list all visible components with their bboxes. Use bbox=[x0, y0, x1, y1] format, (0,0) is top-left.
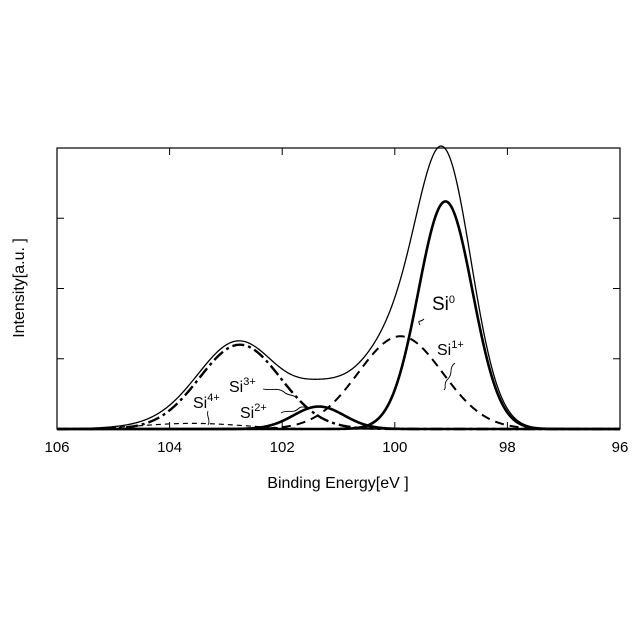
curve-si1plus bbox=[57, 336, 620, 429]
peak-labels: Si0 Si1+ Si2+ Si3+ Si4+ bbox=[193, 294, 464, 422]
x-tick-label: 98 bbox=[499, 439, 516, 456]
curves bbox=[57, 146, 620, 429]
x-tick-label: 100 bbox=[382, 439, 407, 456]
y-axis-title: Intensity[a.u. ] bbox=[11, 238, 28, 338]
x-tick-label: 106 bbox=[44, 439, 69, 456]
peak-label: Si4+ bbox=[193, 392, 220, 412]
x-axis-title: Binding Energy[eV ] bbox=[267, 475, 408, 492]
x-tick-label: 104 bbox=[157, 439, 182, 456]
plot-frame bbox=[57, 148, 620, 429]
peak-label: Si3+ bbox=[229, 376, 256, 396]
peak-label: Si1+ bbox=[437, 339, 464, 359]
leader-line bbox=[419, 319, 424, 325]
x-tick-labels: 106 104 102 100 98 96 bbox=[44, 439, 628, 456]
leader-line bbox=[208, 411, 209, 425]
x-tick-label: 96 bbox=[612, 439, 629, 456]
tick-marks bbox=[57, 148, 620, 429]
curve-si3plus bbox=[57, 345, 620, 429]
curve-total bbox=[57, 146, 620, 429]
curve-si0 bbox=[57, 201, 620, 429]
peak-label: Si2+ bbox=[240, 402, 267, 422]
peak-label: Si0 bbox=[432, 294, 455, 315]
x-tick-label: 102 bbox=[270, 439, 295, 456]
